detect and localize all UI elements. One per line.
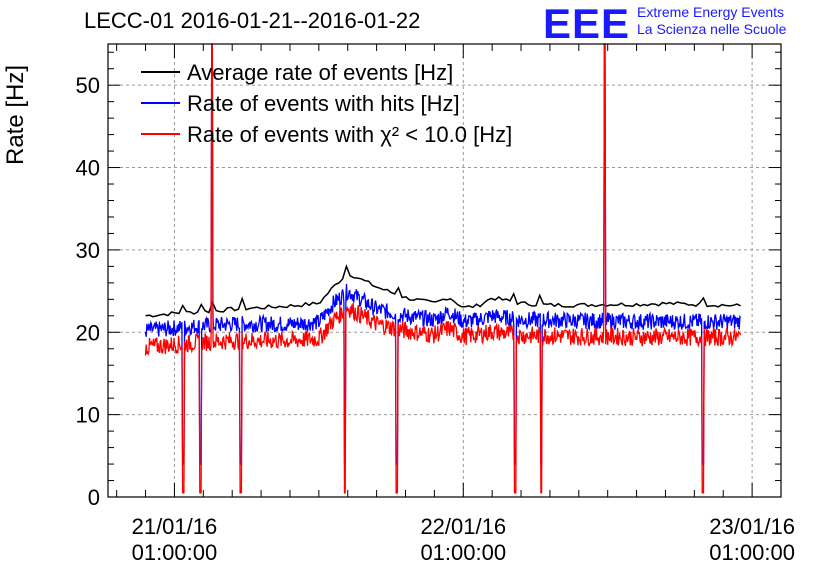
y-tick-label: 10 [76, 403, 100, 428]
y-axis-label-text: Rate [Hz] [2, 64, 29, 165]
x-tick-date: 22/01/16 [420, 514, 507, 539]
x-tick-time: 01:00:00 [420, 540, 507, 565]
chart-title: LECC-01 2016-01-21--2016-01-22 [84, 8, 421, 33]
x-tick-label: 23/01/16 01:00:00 [709, 514, 795, 566]
logo-line-1: Extreme Energy Events [637, 4, 785, 20]
y-tick-label: 20 [76, 320, 100, 345]
series-line-1 [145, 263, 741, 318]
eee-logo-text: Extreme Energy Events La Scienza nelle S… [637, 4, 786, 38]
y-tick-label: 40 [76, 156, 100, 181]
x-tick-time: 01:00:00 [709, 540, 795, 565]
x-tick-label: 22/01/16 01:00:00 [420, 514, 506, 566]
x-tick-time: 01:00:00 [131, 540, 218, 565]
logo-line-2: La Scienza nelle Scuole [637, 21, 787, 37]
legend-label-3: Rate of events with χ² < 10.0 [Hz] [187, 122, 512, 147]
x-tick-date: 21/01/16 [131, 514, 218, 539]
y-axis-label: Rate [Hz] [2, 65, 30, 165]
legend-label-1: Average rate of events [Hz] [187, 60, 453, 85]
x-tick-date: 23/01/16 [709, 514, 795, 539]
y-tick-label: 30 [76, 238, 100, 263]
x-tick-label: 21/01/16 01:00:00 [132, 514, 218, 566]
y-tick-label: 0 [88, 485, 100, 510]
plot-frame [107, 43, 782, 498]
eee-logo: EEE Extreme Energy Events La Scienza nel… [543, 0, 786, 47]
series-line-2 [144, 43, 742, 465]
y-tick-label: 50 [76, 73, 100, 98]
series-line-3 [144, 43, 742, 494]
eee-logo-mark: EEE [543, 0, 631, 47]
legend-label-2: Rate of events with hits [Hz] [187, 91, 460, 116]
